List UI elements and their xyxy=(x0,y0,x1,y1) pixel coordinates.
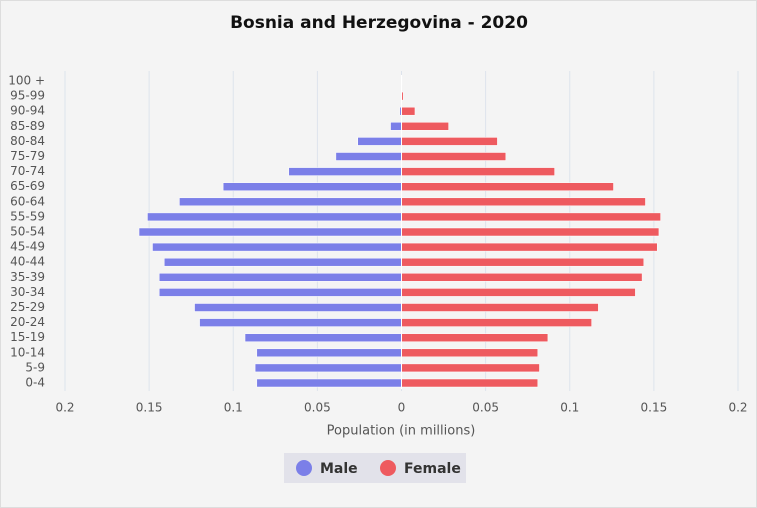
bar xyxy=(147,212,402,222)
bar xyxy=(194,303,402,312)
bar xyxy=(152,242,402,252)
y-tick-label: 80-84 xyxy=(10,134,45,148)
bar xyxy=(401,378,539,388)
y-tick-label: 55-59 xyxy=(10,209,45,223)
legend-marker xyxy=(380,460,396,476)
bar xyxy=(335,152,402,161)
bar xyxy=(357,137,402,146)
y-tick-label: 60-64 xyxy=(10,194,45,208)
x-axis-title: Population (in millions) xyxy=(327,424,476,439)
bar xyxy=(401,182,614,191)
bar xyxy=(401,212,661,222)
bar xyxy=(256,348,402,358)
bar xyxy=(401,167,555,176)
legend-box xyxy=(284,453,466,483)
y-tick-label: 65-69 xyxy=(10,179,45,193)
bar xyxy=(401,318,592,327)
bar xyxy=(401,363,540,373)
y-tick-label: 10-14 xyxy=(10,345,45,359)
bar xyxy=(179,197,402,207)
y-tick-label: 0-4 xyxy=(25,376,45,390)
bar xyxy=(401,257,645,267)
bar xyxy=(158,288,402,297)
bar xyxy=(401,288,636,297)
legend-marker xyxy=(296,460,312,476)
bar xyxy=(401,197,646,207)
x-tick-label: 0 xyxy=(398,401,406,415)
y-tick-label: 35-39 xyxy=(10,270,45,284)
bar xyxy=(401,348,539,358)
bar xyxy=(401,106,416,116)
y-tick-label: 40-44 xyxy=(10,255,45,269)
y-tick-label: 20-24 xyxy=(10,315,45,329)
x-tick-label: 0.15 xyxy=(136,401,163,415)
y-tick-label: 95-99 xyxy=(10,89,45,103)
bar xyxy=(158,273,402,282)
y-tick-label: 90-94 xyxy=(10,104,45,118)
bar xyxy=(401,333,549,342)
y-tick-label: 100 + xyxy=(8,74,45,88)
bar xyxy=(401,227,660,237)
bar xyxy=(401,273,643,282)
bar xyxy=(288,167,402,176)
x-tick-label: 0.2 xyxy=(55,401,74,415)
x-tick-label: 0.05 xyxy=(304,401,331,415)
bar xyxy=(254,363,402,373)
y-tick-label: 30-34 xyxy=(10,285,45,299)
x-tick-label: 0.15 xyxy=(641,401,668,415)
chart-title: Bosnia and Herzegovina - 2020 xyxy=(230,13,528,33)
bar xyxy=(199,318,402,327)
bar xyxy=(164,257,402,267)
y-tick-label: 70-74 xyxy=(10,164,45,178)
bar xyxy=(401,152,507,161)
legend-label[interactable]: Female xyxy=(404,461,461,477)
bar xyxy=(401,137,498,146)
y-tick-label: 5-9 xyxy=(25,360,45,374)
bar xyxy=(390,122,402,131)
legend-label[interactable]: Male xyxy=(320,461,358,477)
bar xyxy=(401,242,658,252)
bar xyxy=(401,122,449,131)
y-tick-label: 50-54 xyxy=(10,225,45,239)
bar xyxy=(244,333,402,342)
bar xyxy=(138,227,402,237)
y-tick-label: 25-29 xyxy=(10,300,45,314)
bar xyxy=(401,303,599,312)
y-tick-label: 45-49 xyxy=(10,240,45,254)
bar xyxy=(222,182,402,191)
x-tick-label: 0.2 xyxy=(728,401,747,415)
y-tick-label: 75-79 xyxy=(10,149,45,163)
x-tick-label: 0.1 xyxy=(560,401,579,415)
y-tick-label: 85-89 xyxy=(10,119,45,133)
bar xyxy=(256,378,402,388)
x-tick-label: 0.05 xyxy=(472,401,499,415)
x-tick-label: 0.1 xyxy=(224,401,243,415)
y-tick-label: 15-19 xyxy=(10,330,45,344)
